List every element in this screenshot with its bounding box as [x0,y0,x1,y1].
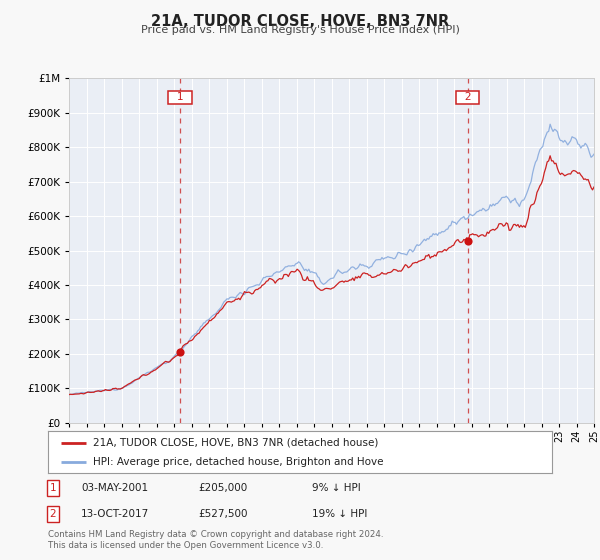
Text: 2: 2 [458,92,478,102]
Text: 21A, TUDOR CLOSE, HOVE, BN3 7NR (detached house): 21A, TUDOR CLOSE, HOVE, BN3 7NR (detache… [94,437,379,447]
Point [463,237,472,246]
Text: £205,000: £205,000 [198,483,247,493]
Text: Contains HM Land Registry data © Crown copyright and database right 2024.: Contains HM Land Registry data © Crown c… [48,530,383,539]
Text: Price paid vs. HM Land Registry's House Price Index (HPI): Price paid vs. HM Land Registry's House … [140,25,460,35]
Text: 2: 2 [49,509,56,519]
Text: £527,500: £527,500 [198,509,248,519]
Text: HPI: Average price, detached house, Brighton and Hove: HPI: Average price, detached house, Brig… [94,457,384,467]
Text: 1: 1 [170,92,190,102]
Text: 13-OCT-2017: 13-OCT-2017 [81,509,149,519]
Text: 21A, TUDOR CLOSE, HOVE, BN3 7NR: 21A, TUDOR CLOSE, HOVE, BN3 7NR [151,14,449,29]
Text: 1: 1 [49,483,56,493]
Text: 03-MAY-2001: 03-MAY-2001 [81,483,148,493]
Text: 19% ↓ HPI: 19% ↓ HPI [312,509,367,519]
Text: 9% ↓ HPI: 9% ↓ HPI [312,483,361,493]
Point [175,348,185,357]
Text: This data is licensed under the Open Government Licence v3.0.: This data is licensed under the Open Gov… [48,541,323,550]
